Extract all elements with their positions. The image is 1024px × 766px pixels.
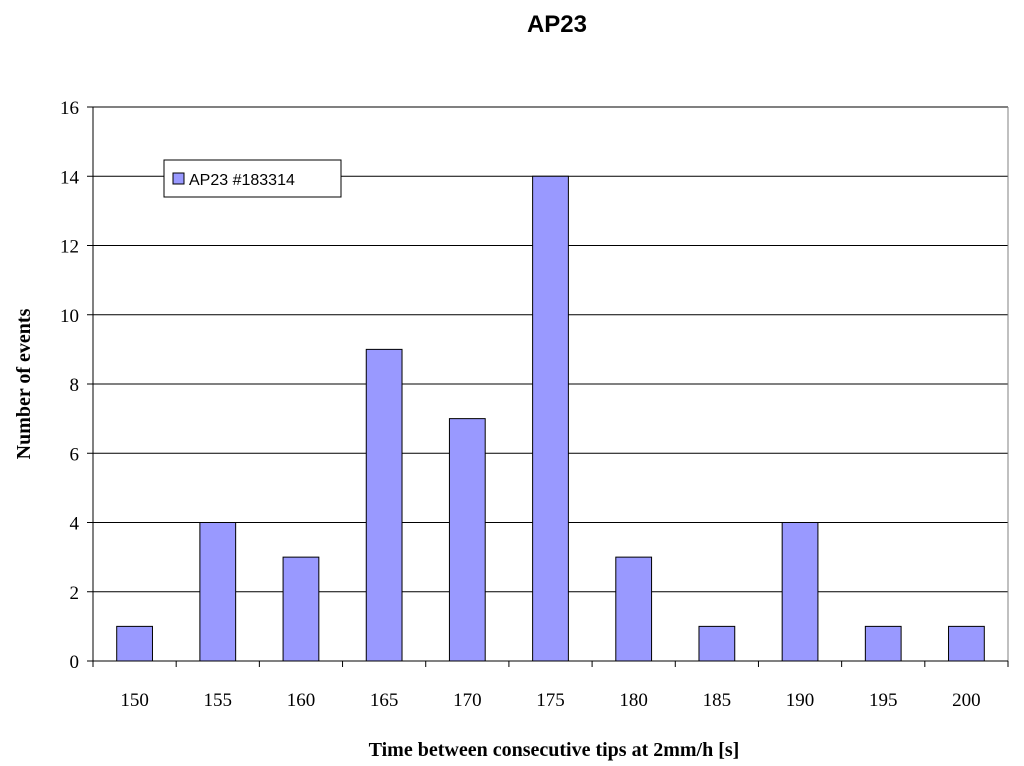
y-tick-label: 0 — [70, 652, 80, 673]
bar — [698, 625, 736, 662]
bar — [781, 522, 819, 662]
y-tick-label: 2 — [70, 583, 80, 604]
y-tick-label: 14 — [60, 167, 80, 188]
y-tick-label: 4 — [70, 514, 80, 535]
x-tick-label: 195 — [869, 690, 898, 711]
bar — [864, 625, 902, 662]
bar — [282, 556, 320, 662]
x-tick-label: 185 — [703, 690, 732, 711]
legend-box — [163, 159, 342, 198]
legend: AP23 #183314 — [163, 159, 342, 198]
x-tick-label: 150 — [120, 690, 149, 711]
x-axis-label: Time between consecutive tips at 2mm/h [… — [369, 739, 740, 761]
x-tick-label: 180 — [619, 690, 648, 711]
x-tick-label: 170 — [453, 690, 482, 711]
chart-title: AP23 — [527, 11, 587, 38]
bar — [365, 348, 403, 662]
y-tick-label: 8 — [70, 375, 80, 396]
y-tick-label: 10 — [60, 306, 79, 327]
bar — [615, 556, 653, 662]
y-tick-label: 16 — [60, 98, 79, 119]
bar — [116, 625, 153, 662]
legend-swatch — [172, 172, 185, 185]
bars — [116, 175, 985, 662]
x-tick-label: 160 — [287, 690, 316, 711]
bar — [199, 522, 237, 662]
tick-labels: 0 2 4 6 8 10 12 14 16 150 155 160 165 170 175 180 185 190… — [60, 98, 981, 711]
y-tick-label: 6 — [70, 444, 80, 465]
x-tick-label: 155 — [204, 690, 233, 711]
x-tick-label: 190 — [786, 690, 815, 711]
y-axis-label: Number of events — [13, 308, 35, 459]
bar — [948, 625, 985, 662]
x-tick-label: 165 — [370, 690, 399, 711]
x-tick-label: 175 — [536, 690, 565, 711]
bar — [448, 418, 486, 662]
legend-label: AP23 #183314 — [189, 172, 295, 189]
y-tick-label: 12 — [60, 237, 79, 258]
bar — [532, 175, 569, 662]
x-tick-label: 200 — [952, 690, 981, 711]
